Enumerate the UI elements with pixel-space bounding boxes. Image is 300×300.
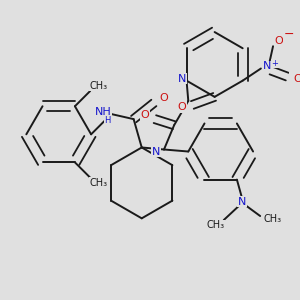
Text: CH₃: CH₃ — [89, 81, 107, 91]
Text: CH₃: CH₃ — [89, 178, 107, 188]
Text: O: O — [275, 36, 284, 46]
Text: N: N — [152, 146, 160, 157]
Text: N: N — [238, 197, 246, 207]
Text: O: O — [160, 93, 168, 103]
Text: NH: NH — [95, 107, 112, 117]
Text: +: + — [272, 59, 278, 68]
Text: CH₃: CH₃ — [263, 214, 281, 224]
Text: N: N — [178, 74, 187, 84]
Text: O: O — [293, 74, 300, 84]
Text: CH₃: CH₃ — [207, 220, 225, 230]
Text: H: H — [104, 116, 110, 124]
Text: O: O — [140, 110, 149, 120]
Text: N: N — [263, 61, 271, 71]
Text: −: − — [284, 28, 295, 40]
Text: O: O — [178, 102, 187, 112]
